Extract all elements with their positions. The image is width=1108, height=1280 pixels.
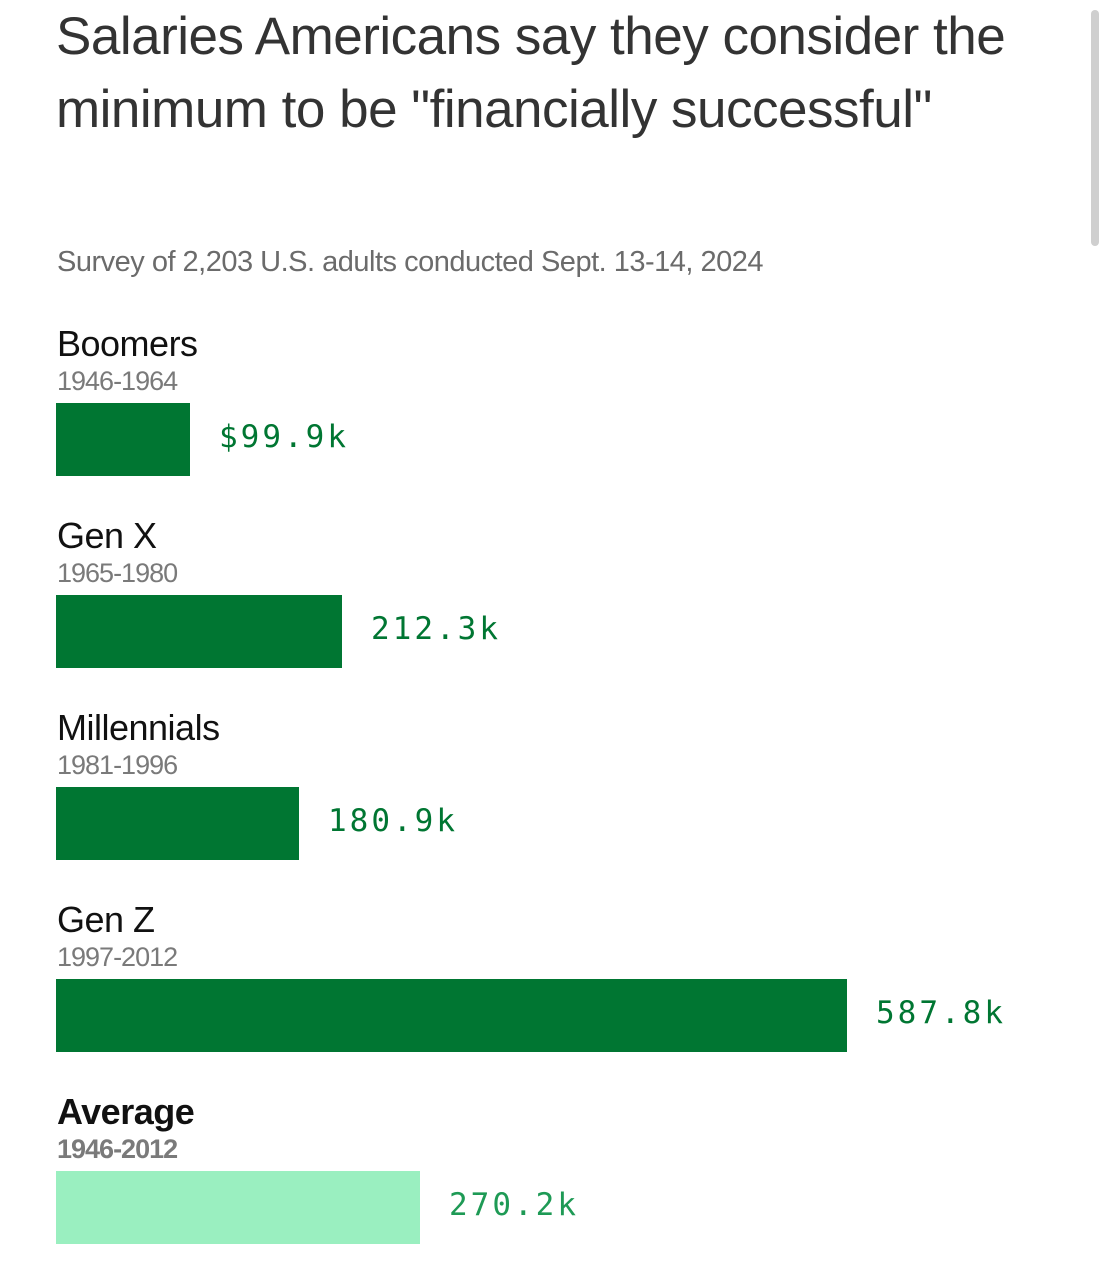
bar-group-gen-x: Gen X 1965-1980 212.3k: [56, 515, 1096, 685]
bar-group-millennials: Millennials 1981-1996 180.9k: [56, 707, 1096, 877]
bar-group-average: Average 1946-2012 270.2k: [56, 1091, 1096, 1261]
value-label: 587.8k: [876, 995, 1006, 1031]
bar-group-gen-z: Gen Z 1997-2012 587.8k: [56, 899, 1096, 1069]
bar: [56, 979, 847, 1052]
category-years: 1946-1964: [57, 366, 178, 396]
category-label: Gen X: [57, 515, 157, 556]
value-label: 270.2k: [449, 1187, 579, 1223]
chart-subtitle: Survey of 2,203 U.S. adults conducted Se…: [57, 246, 764, 278]
value-label: 212.3k: [371, 611, 501, 647]
category-years: 1965-1980: [57, 558, 178, 588]
bar: [56, 403, 190, 476]
scrollbar[interactable]: [1091, 10, 1099, 246]
category-label: Boomers: [57, 323, 198, 364]
category-years: 1981-1996: [57, 750, 178, 780]
category-label: Average: [57, 1091, 195, 1132]
bar: [56, 595, 342, 668]
bar-group-boomers: Boomers 1946-1964 $99.9k: [56, 323, 1096, 493]
bar: [56, 787, 299, 860]
value-label: 180.9k: [328, 803, 458, 839]
category-label: Millennials: [57, 707, 220, 748]
value-label: $99.9k: [219, 419, 349, 455]
category-label: Gen Z: [57, 899, 155, 940]
chart-title: Salaries Americans say they consider the…: [56, 7, 1006, 139]
category-years: 1946-2012: [57, 1134, 178, 1164]
category-years: 1997-2012: [57, 942, 178, 972]
bar: [56, 1171, 420, 1244]
